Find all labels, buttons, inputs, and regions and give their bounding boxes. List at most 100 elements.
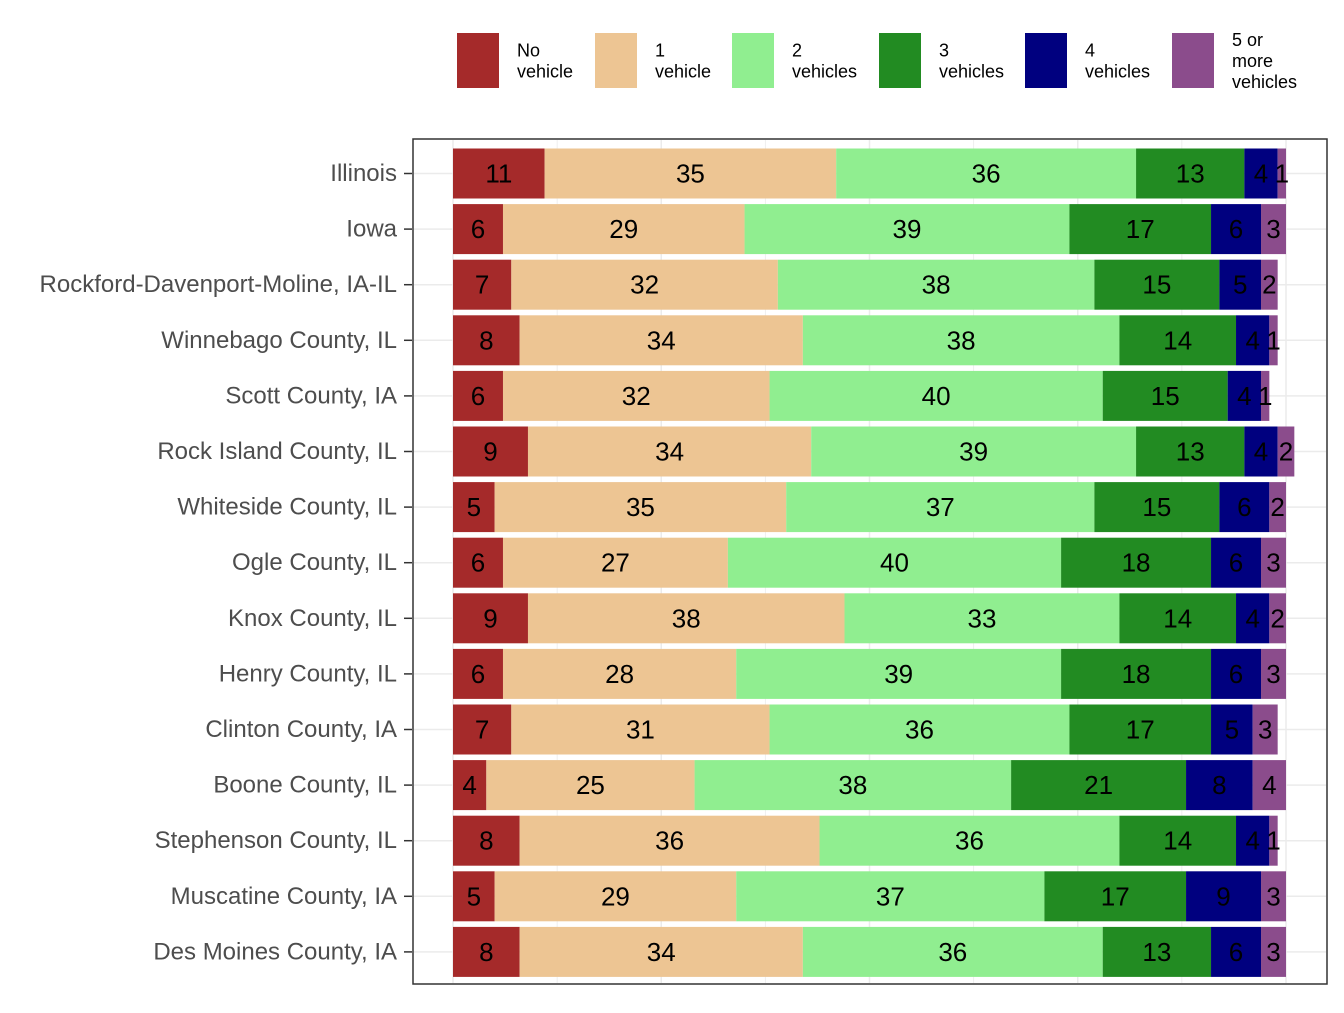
bar-4-vehicles-ogle-county-il (1211, 537, 1262, 588)
bar-4-vehicles-clinton-county-ia (1211, 704, 1253, 755)
bar-1-vehicle-clinton-county-ia (511, 704, 770, 755)
bar-5-or-more-vehicles-winnebago-county-il (1269, 315, 1278, 366)
data-label-2-vehicles-illinois: 36 (972, 159, 1001, 189)
data-label-no-vehicle-rockford-davenport-moline-ia-il: 7 (475, 270, 489, 300)
legend-label-no-vehicle: No vehicle (517, 41, 573, 82)
data-label-5-or-more-vehicles-ogle-county-il: 3 (1266, 548, 1280, 578)
legend-label-line: 3 (939, 41, 949, 61)
data-label-5-or-more-vehicles-des-moines-county-ia: 3 (1266, 937, 1280, 967)
bar-5-or-more-vehicles-ogle-county-il (1261, 537, 1286, 588)
legend-label-line: No (517, 41, 540, 61)
data-label-1-vehicle-muscatine-county-ia: 29 (601, 881, 630, 911)
data-label-4-vehicles-boone-county-il: 8 (1212, 770, 1226, 800)
data-label-5-or-more-vehicles-winnebago-county-il: 1 (1266, 325, 1280, 355)
legend-label-2-vehicles: 2 vehicles (792, 41, 857, 82)
bar-5-or-more-vehicles-clinton-county-ia (1252, 704, 1278, 755)
data-label-4-vehicles-knox-county-il: 4 (1245, 603, 1259, 633)
y-tick-label-muscatine-county-ia: Muscatine County, IA (171, 883, 397, 910)
data-label-no-vehicle-des-moines-county-ia: 8 (479, 937, 493, 967)
bar-no-vehicle-clinton-county-ia (453, 704, 512, 755)
data-label-no-vehicle-winnebago-county-il: 8 (479, 325, 493, 355)
data-label-5-or-more-vehicles-whiteside-county-il: 2 (1270, 492, 1284, 522)
data-label-1-vehicle-stephenson-county-il: 36 (655, 826, 684, 856)
data-label-3-vehicles-ogle-county-il: 18 (1122, 548, 1151, 578)
bar-3-vehicles-des-moines-county-ia (1102, 926, 1212, 977)
bar-no-vehicle-muscatine-county-ia (453, 871, 495, 922)
data-label-2-vehicles-henry-county-il: 39 (884, 659, 913, 689)
bar-2-vehicles-clinton-county-ia (769, 704, 1070, 755)
data-label-5-or-more-vehicles-clinton-county-ia: 3 (1258, 715, 1272, 745)
data-label-3-vehicles-rockford-davenport-moline-ia-il: 15 (1142, 270, 1171, 300)
data-label-3-vehicles-boone-county-il: 21 (1084, 770, 1113, 800)
data-label-4-vehicles-illinois: 4 (1254, 159, 1268, 189)
bar-4-vehicles-boone-county-il (1186, 760, 1253, 811)
data-label-5-or-more-vehicles-scott-county-ia: 1 (1258, 381, 1272, 411)
bar-3-vehicles-whiteside-county-il (1094, 482, 1220, 533)
legend-key-4-vehicles (1025, 33, 1067, 88)
bar-2-vehicles-ogle-county-il (727, 537, 1062, 588)
bar-5-or-more-vehicles-rock-island-county-il (1277, 426, 1295, 477)
bar-1-vehicle-des-moines-county-ia (519, 926, 803, 977)
data-label-4-vehicles-rockford-davenport-moline-ia-il: 5 (1233, 270, 1247, 300)
legend-label-line: 4 (1085, 41, 1095, 61)
legend-label-3-vehicles: 3 vehicles (939, 41, 1004, 82)
legend-label-1-vehicle: 1 vehicle (655, 41, 711, 82)
y-tick-label-stephenson-county-il: Stephenson County, IL (155, 827, 397, 854)
legend-label-line: 1 (655, 41, 665, 61)
data-label-3-vehicles-muscatine-county-ia: 17 (1101, 881, 1130, 911)
y-tick-label-knox-county-il: Knox County, IL (228, 605, 397, 632)
legend-label-line: vehicles (792, 62, 857, 82)
data-label-5-or-more-vehicles-iowa: 3 (1266, 214, 1280, 244)
data-label-1-vehicle-henry-county-il: 28 (605, 659, 634, 689)
data-label-2-vehicles-knox-county-il: 33 (967, 603, 996, 633)
bar-no-vehicle-whiteside-county-il (453, 482, 495, 533)
legend-label-line: vehicles (1085, 62, 1150, 82)
bar-4-vehicles-illinois (1244, 148, 1278, 199)
bar-4-vehicles-henry-county-il (1211, 648, 1262, 699)
bar-no-vehicle-henry-county-il (453, 648, 503, 699)
data-label-2-vehicles-des-moines-county-ia: 36 (938, 937, 967, 967)
bar-no-vehicle-rockford-davenport-moline-ia-il (453, 259, 512, 310)
legend-key-2-vehicles (732, 33, 774, 88)
data-label-2-vehicles-clinton-county-ia: 36 (905, 715, 934, 745)
bar-5-or-more-vehicles-boone-county-il (1252, 760, 1286, 811)
data-label-1-vehicle-iowa: 29 (609, 214, 638, 244)
data-label-5-or-more-vehicles-muscatine-county-ia: 3 (1266, 881, 1280, 911)
data-label-4-vehicles-iowa: 6 (1229, 214, 1243, 244)
bar-5-or-more-vehicles-illinois (1277, 148, 1286, 199)
data-label-3-vehicles-winnebago-county-il: 14 (1163, 325, 1192, 355)
data-label-4-vehicles-scott-county-ia: 4 (1237, 381, 1251, 411)
bar-5-or-more-vehicles-iowa (1261, 204, 1286, 255)
data-label-2-vehicles-scott-county-ia: 40 (922, 381, 951, 411)
bar-3-vehicles-knox-county-il (1119, 593, 1237, 644)
y-axis: Illinois Iowa Rockford-Davenport-Moline, I… (40, 160, 412, 965)
bar-5-or-more-vehicles-muscatine-county-ia (1261, 871, 1286, 922)
legend-label-line: more (1232, 51, 1273, 71)
bar-2-vehicles-stephenson-county-il (819, 815, 1120, 866)
data-label-1-vehicle-winnebago-county-il: 34 (647, 325, 676, 355)
bar-no-vehicle-des-moines-county-ia (453, 926, 520, 977)
bar-2-vehicles-henry-county-il (736, 648, 1062, 699)
bar-1-vehicle-stephenson-county-il (519, 815, 820, 866)
bar-3-vehicles-muscatine-county-ia (1044, 871, 1187, 922)
bar-2-vehicles-des-moines-county-ia (802, 926, 1103, 977)
data-label-3-vehicles-henry-county-il: 18 (1122, 659, 1151, 689)
data-label-3-vehicles-stephenson-county-il: 14 (1163, 826, 1192, 856)
bar-no-vehicle-winnebago-county-il (453, 315, 520, 366)
bar-1-vehicle-scott-county-ia (502, 370, 770, 421)
data-label-3-vehicles-clinton-county-ia: 17 (1126, 715, 1155, 745)
legend-key-3-vehicles (879, 33, 921, 88)
bar-no-vehicle-illinois (453, 148, 545, 199)
bar-3-vehicles-scott-county-ia (1102, 370, 1228, 421)
bar-1-vehicle-boone-county-il (486, 760, 695, 811)
bar-5-or-more-vehicles-whiteside-county-il (1269, 482, 1286, 533)
data-label-4-vehicles-rock-island-county-il: 4 (1254, 437, 1268, 467)
data-label-no-vehicle-whiteside-county-il: 5 (467, 492, 481, 522)
data-label-4-vehicles-ogle-county-il: 6 (1229, 548, 1243, 578)
bar-4-vehicles-des-moines-county-ia (1211, 926, 1262, 977)
data-label-no-vehicle-rock-island-county-il: 9 (483, 437, 497, 467)
bar-4-vehicles-stephenson-county-il (1236, 815, 1270, 866)
legend-label-line: vehicle (655, 62, 711, 82)
data-label-4-vehicles-stephenson-county-il: 4 (1245, 826, 1259, 856)
